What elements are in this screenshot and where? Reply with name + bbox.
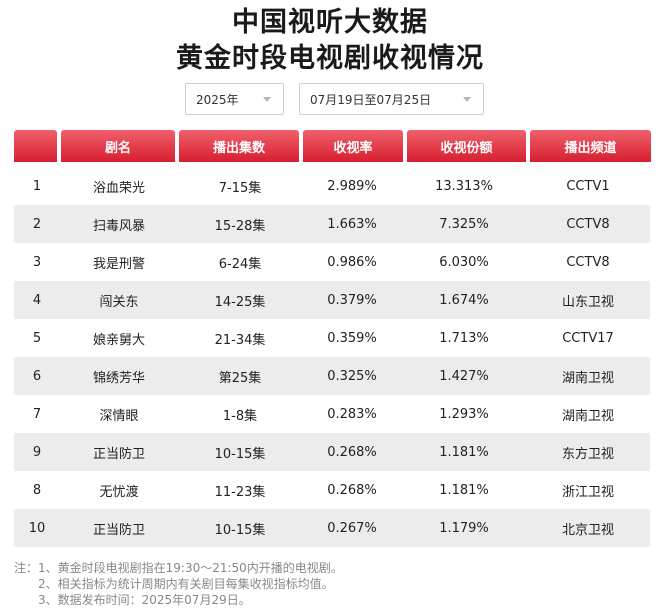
episodes-cell: 10-15集 xyxy=(214,522,266,538)
share-cell: 1.293% xyxy=(439,406,489,422)
table-row: 5 娘亲舅大 21-34集 0.359% 1.713% CCTV17 xyxy=(14,319,650,357)
date-range-select[interactable]: 07月19日至07月25日 xyxy=(299,83,484,115)
table-row: 8 无忧渡 11-23集 0.268% 1.181% 浙江卫视 xyxy=(14,471,650,509)
header-share: 收视份额 xyxy=(407,130,526,162)
channel-cell: 湖南卫视 xyxy=(561,408,614,424)
rank-cell: 2 xyxy=(32,216,42,232)
rank-cell: 9 xyxy=(32,444,42,460)
episodes-cell: 15-28集 xyxy=(214,218,266,234)
episodes-cell: 7-15集 xyxy=(218,180,262,196)
rating-cell: 0.986% xyxy=(327,254,377,270)
channel-cell: CCTV8 xyxy=(566,254,610,270)
chevron-down-icon xyxy=(463,96,471,102)
title-cell: 闯关东 xyxy=(99,294,139,310)
table-row: 4 闯关东 14-25集 0.379% 1.674% 山东卫视 xyxy=(14,281,650,319)
episodes-cell: 6-24集 xyxy=(218,256,262,272)
title-cell: 浴血荣光 xyxy=(92,180,145,196)
title-cell: 娘亲舅大 xyxy=(92,332,145,348)
table-row: 2 扫毒风暴 15-28集 1.663% 7.325% CCTV8 xyxy=(14,205,650,243)
rating-cell: 0.359% xyxy=(327,330,377,346)
share-cell: 13.313% xyxy=(435,178,493,194)
share-cell: 1.427% xyxy=(439,368,489,384)
header-episodes: 播出集数 xyxy=(179,130,299,162)
table-row: 10 正当防卫 10-15集 0.267% 1.179% 北京卫视 xyxy=(14,509,650,547)
share-cell: 1.713% xyxy=(439,330,489,346)
share-cell: 1.181% xyxy=(439,482,489,498)
rating-cell: 0.268% xyxy=(327,444,377,460)
header-rating: 收视率 xyxy=(303,130,403,162)
title-cell: 无忧渡 xyxy=(99,484,139,500)
rank-cell: 1 xyxy=(32,178,42,194)
share-cell: 1.674% xyxy=(439,292,489,308)
channel-cell: 东方卫视 xyxy=(561,446,614,462)
rating-cell: 0.283% xyxy=(327,406,377,422)
channel-cell: CCTV17 xyxy=(562,330,614,346)
channel-cell: 山东卫视 xyxy=(561,294,614,310)
rank-cell: 7 xyxy=(32,406,42,422)
episodes-cell: 21-34集 xyxy=(214,332,266,348)
share-cell: 6.030% xyxy=(439,254,489,270)
table-header: 剧名 播出集数 收视率 收视份额 播出频道 xyxy=(14,130,651,162)
rank-cell: 5 xyxy=(32,330,42,346)
table-row: 7 深情眼 1-8集 0.283% 1.293% 湖南卫视 xyxy=(14,395,650,433)
rating-cell: 0.325% xyxy=(327,368,377,384)
table-row: 9 正当防卫 10-15集 0.268% 1.181% 东方卫视 xyxy=(14,433,650,471)
title-cell: 扫毒风暴 xyxy=(92,218,145,234)
rating-cell: 1.663% xyxy=(327,216,377,232)
header-rank xyxy=(14,130,57,162)
footnote-2: 2、相关指标为统计周期内有关剧目每集收视指标均值。 xyxy=(38,577,334,591)
channel-cell: 北京卫视 xyxy=(561,522,614,538)
episodes-cell: 1-8集 xyxy=(222,408,258,424)
channel-cell: CCTV1 xyxy=(566,178,610,194)
header-title: 剧名 xyxy=(61,130,175,162)
footnotes: 注：1、黄金时段电视剧指在19:30～21:50内开播的电视剧。 2、相关指标为… xyxy=(14,560,343,608)
rating-cell: 0.268% xyxy=(327,482,377,498)
rank-cell: 4 xyxy=(32,292,42,308)
title-cell: 我是刑警 xyxy=(92,256,145,272)
page-subtitle: 黄金时段电视剧收视情况 xyxy=(176,43,484,74)
share-cell: 1.181% xyxy=(439,444,489,460)
rank-cell: 10 xyxy=(28,520,46,536)
rating-cell: 2.989% xyxy=(327,178,377,194)
channel-cell: CCTV8 xyxy=(566,216,610,232)
channel-cell: 浙江卫视 xyxy=(561,484,614,500)
title-cell: 正当防卫 xyxy=(92,522,145,538)
share-cell: 1.179% xyxy=(439,520,489,536)
channel-cell: 湖南卫视 xyxy=(561,370,614,386)
table-row: 6 锦绣芳华 第25集 0.325% 1.427% 湖南卫视 xyxy=(14,357,650,395)
year-select-value: 2025年 xyxy=(196,92,239,107)
rank-cell: 8 xyxy=(32,482,42,498)
title-cell: 正当防卫 xyxy=(92,446,145,462)
share-cell: 7.325% xyxy=(439,216,489,232)
footnote-1: 注：1、黄金时段电视剧指在19:30～21:50内开播的电视剧。 xyxy=(14,561,343,575)
table-row: 1 浴血荣光 7-15集 2.989% 13.313% CCTV1 xyxy=(14,167,650,205)
rating-cell: 0.379% xyxy=(327,292,377,308)
footnote-3: 3、数据发布时间：2025年07月29日。 xyxy=(38,593,251,607)
episodes-cell: 10-15集 xyxy=(214,446,266,462)
title-cell: 锦绣芳华 xyxy=(92,370,145,386)
episodes-cell: 14-25集 xyxy=(214,294,266,310)
rank-cell: 6 xyxy=(32,368,42,384)
episodes-cell: 11-23集 xyxy=(214,484,266,500)
header-channel: 播出频道 xyxy=(530,130,651,162)
year-select[interactable]: 2025年 xyxy=(185,83,284,115)
chevron-down-icon xyxy=(263,96,271,102)
title-cell: 深情眼 xyxy=(99,408,139,424)
table-row: 3 我是刑警 6-24集 0.986% 6.030% CCTV8 xyxy=(14,243,650,281)
episodes-cell: 第25集 xyxy=(218,370,262,386)
page-title: 中国视听大数据 xyxy=(232,7,428,38)
table-body: 1 浴血荣光 7-15集 2.989% 13.313% CCTV1 2 扫毒风暴 15-28集 1… xyxy=(14,167,650,547)
date-range-select-value: 07月19日至07月25日 xyxy=(310,92,432,107)
rank-cell: 3 xyxy=(32,254,42,270)
rating-cell: 0.267% xyxy=(327,520,377,536)
